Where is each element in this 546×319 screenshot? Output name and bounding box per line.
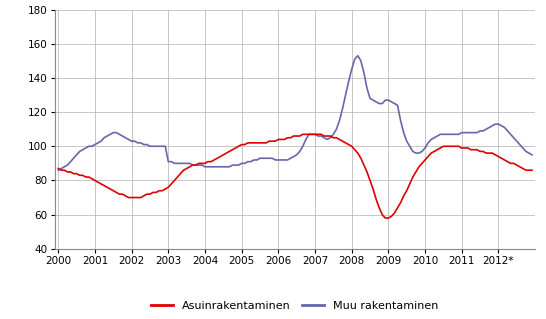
Legend: Asuinrakentaminen, Muu rakentaminen: Asuinrakentaminen, Muu rakentaminen <box>147 296 443 315</box>
